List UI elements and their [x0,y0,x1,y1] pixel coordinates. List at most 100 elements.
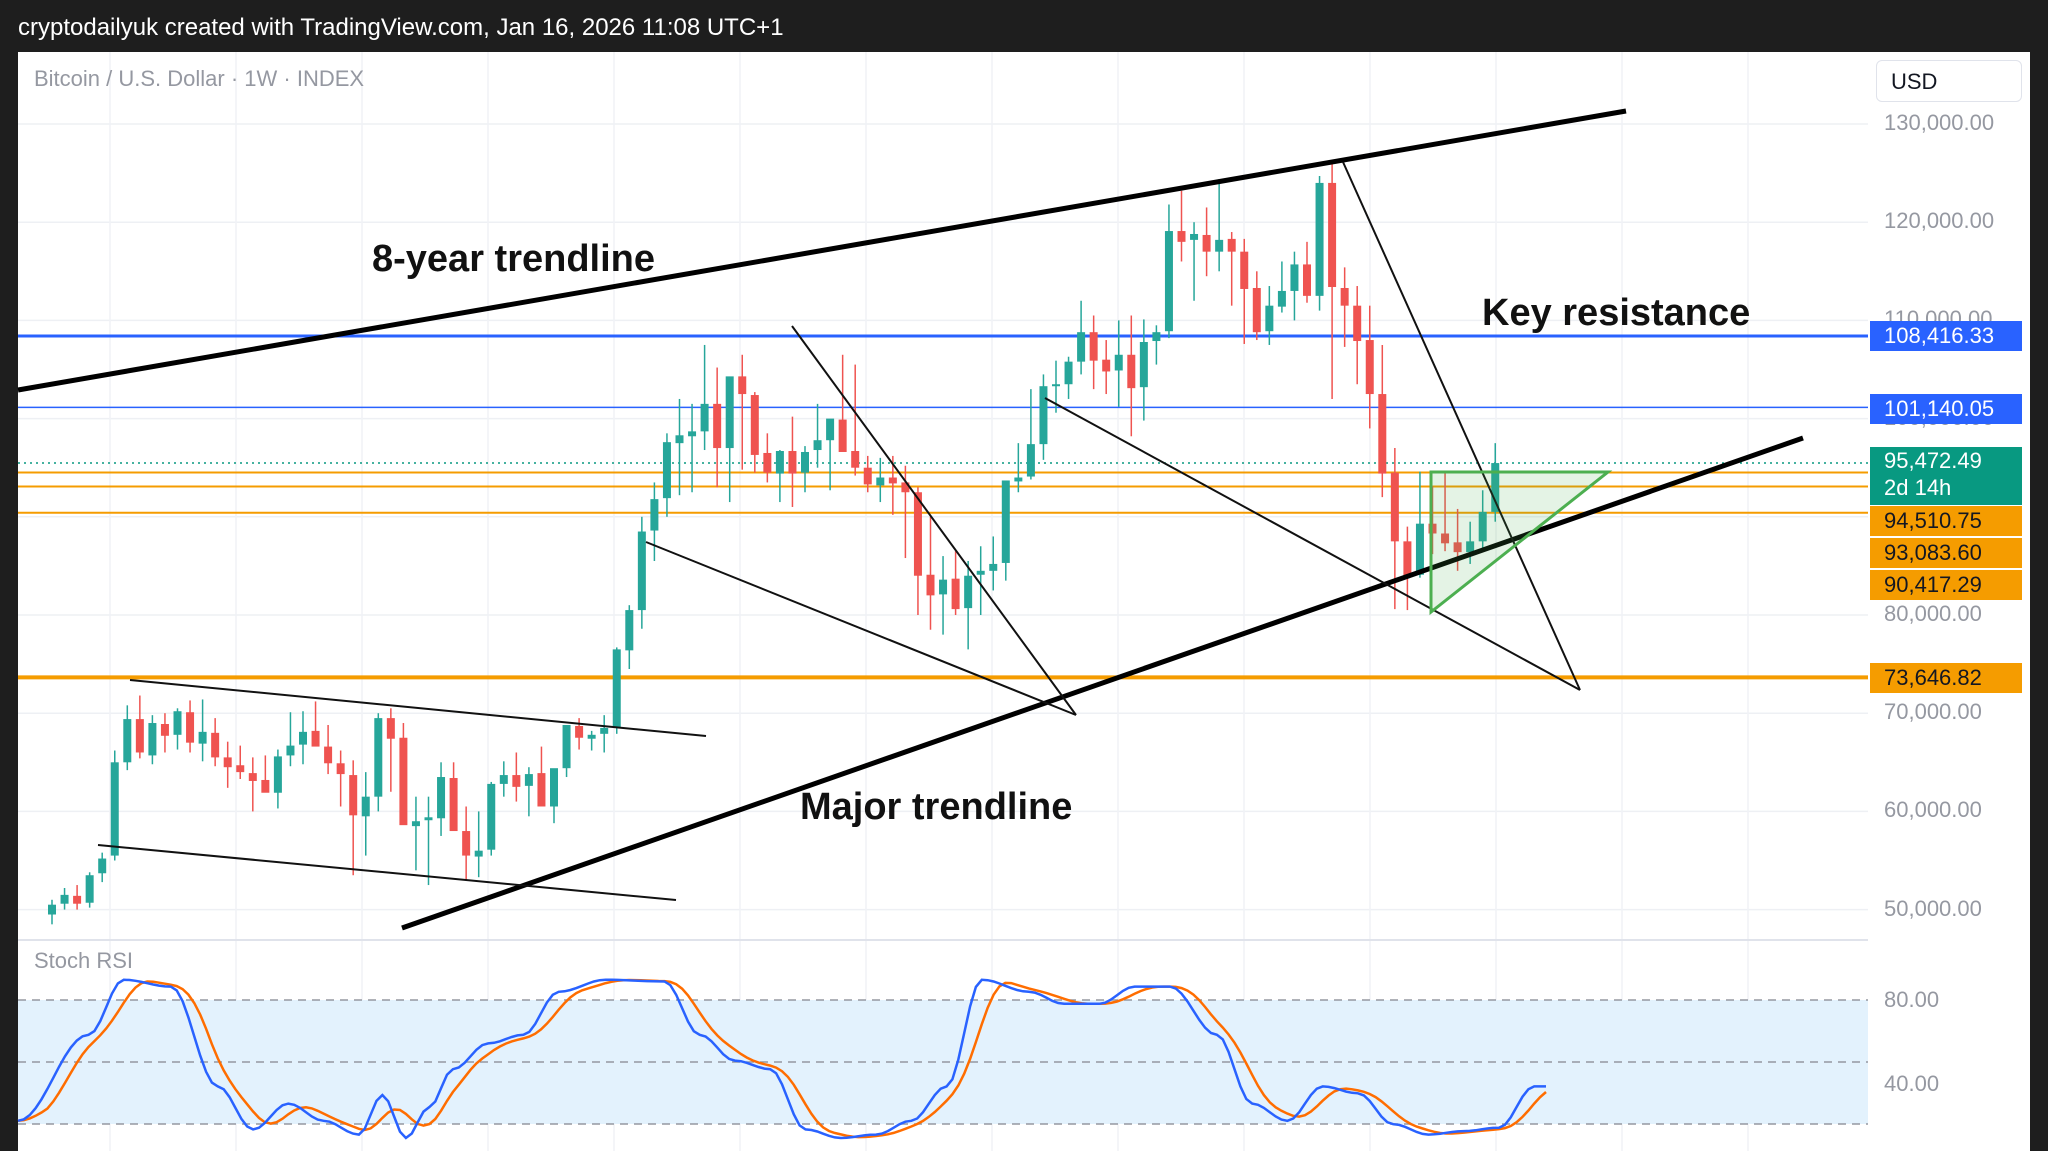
candle-body [612,649,621,728]
stoch-rsi-lines [17,978,1547,1140]
candle-body [1315,182,1324,296]
candle-body [374,718,383,797]
ascending-triangle [1429,470,1613,616]
candle-body [211,732,220,758]
candle-body [1139,342,1148,388]
candle-body [311,730,320,747]
candle-body [135,719,144,753]
candle-body [1215,239,1224,252]
candle-body [160,724,169,736]
candle-body [173,711,182,735]
candle-body [1265,305,1274,332]
falling-wedge-right-upper [1342,161,1581,691]
last-price-label: 95,472.49 2d 14h [1870,447,2022,505]
candle-body [1227,238,1236,252]
candle-body [826,418,835,441]
candle-body [273,756,282,793]
candle-body [1441,533,1450,544]
attribution-bar: cryptodailyuk created with TradingView.c… [0,0,2048,52]
candle-body [186,712,195,743]
candle-body [750,395,759,455]
candlestick-series [48,160,1500,925]
candle-body [1453,542,1462,553]
candle-body [424,817,433,821]
candle-body [713,403,722,449]
candle-body [1378,394,1387,474]
candle-body [85,875,94,903]
candle-body [1252,287,1261,333]
consolidation-channel-left [129,679,707,737]
candle-body [1478,511,1487,542]
price-axis-tick: 80,000.00 [1884,601,1982,626]
candle-body [976,570,985,575]
stoch-d-line [17,978,1547,1139]
candle-body [1353,305,1362,342]
candle-body [324,746,333,764]
major-trendline [401,435,1804,931]
candle-body [236,765,245,773]
candle-body [474,850,483,857]
candle-body [675,435,684,444]
last-price-value: 95,472.49 [1884,448,1982,473]
falling-wedge-mid-lower [645,541,1077,716]
eight-year-trendline [17,108,1627,393]
consolidation-channel-left-low [97,844,677,901]
candle-body [286,745,295,756]
candle-body [600,727,609,734]
candle-body [248,773,257,781]
candle-body [1328,182,1337,288]
candle-body [437,777,446,819]
candle-body [73,895,82,904]
candle-body [198,731,207,744]
candle-body [1290,264,1299,291]
candle-body [60,894,69,904]
candle-body [951,578,960,610]
stoch-k-line [17,978,1546,1140]
candle-body [989,563,998,571]
candle-body [625,610,634,651]
candle-body [411,821,420,827]
candle-body [1202,234,1211,252]
candle-body [1466,541,1475,553]
candle-body [1052,384,1060,387]
price-label-90417: 90,417.29 [1870,570,2022,600]
price-axis-tick: 130,000.00 [1884,110,1995,135]
candle-body [1014,477,1023,482]
key-resistance-label: Key resistance [1482,292,1751,334]
falling-wedge-mid-upper [791,325,1077,716]
candle-body [700,403,709,432]
candle-body [487,783,496,850]
gridlines [18,52,1868,1151]
candle-body [1102,359,1111,372]
candle-body [524,774,533,786]
candle-body [1415,523,1424,575]
candle-body [123,719,132,763]
candle-body [1164,231,1173,332]
candle-body [1152,332,1161,342]
candle-body [738,376,747,395]
candle-body [926,574,935,596]
price-label-108416: 108,416.33 [1870,321,2022,351]
falling-wedge-right-lower [1044,397,1581,691]
candle-body [888,477,897,484]
candle-body [223,757,232,768]
price-label-93083: 93,083.60 [1870,538,2022,568]
candle-body [1491,463,1500,512]
candle-body [637,531,646,611]
candle-body [851,451,860,468]
candle-body [964,575,973,609]
candle-body [261,779,270,793]
candle-body [336,763,345,775]
indicator-name: Stoch RSI [34,948,134,973]
candle-body [48,904,56,915]
currency-selector[interactable]: USD [1876,60,2022,102]
candle-body [537,773,546,807]
candle-body [1064,361,1073,385]
candle-body [901,482,910,493]
candle-body [1365,340,1374,395]
candle-body [1114,354,1123,371]
bar-countdown: 2d 14h [1884,475,1952,500]
price-axis-tick: 120,000.00 [1884,208,1995,234]
